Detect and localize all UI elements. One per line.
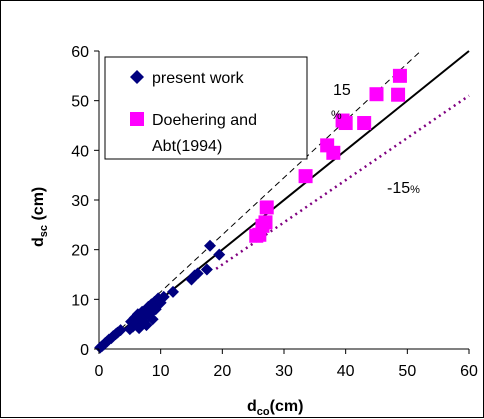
point-doehering	[298, 169, 313, 184]
y-tick-label: 20	[71, 243, 89, 260]
point-present-work	[204, 239, 216, 252]
x-axis-title-tail: (cm)	[270, 398, 304, 415]
y-tick-label: 60	[71, 44, 89, 61]
data-points	[94, 68, 407, 354]
point-doehering	[391, 87, 406, 102]
x-tick-label: 10	[152, 363, 170, 380]
minus15-percent: %	[410, 184, 420, 196]
x-tick-label: 30	[275, 363, 293, 380]
y-axis-title-tail: (cm)	[30, 187, 47, 225]
x-axis-title: dco(cm)	[247, 398, 303, 418]
x-tick-label: 20	[213, 363, 231, 380]
point-doehering	[357, 116, 372, 131]
point-present-work	[140, 319, 153, 332]
x-tick-label: 50	[398, 363, 416, 380]
plus15-label: 15	[333, 82, 351, 99]
y-tick-label: 40	[71, 143, 89, 160]
y-axis-title-sub: sc	[38, 225, 50, 237]
point-present-work	[200, 263, 213, 276]
y-tick-label: 10	[71, 292, 89, 309]
point-present-work	[114, 324, 127, 337]
minus15-value: -15	[387, 180, 410, 197]
y-axis-title: dsc (cm)	[30, 187, 50, 247]
point-doehering	[392, 68, 407, 83]
legend: present work Doehering and Abt(1994)	[104, 56, 308, 160]
x-axis-title-main: d	[247, 398, 257, 415]
y-tick-label: 50	[71, 94, 89, 111]
x-axis-title-sub: co	[257, 406, 270, 418]
legend-label-doehering-line2: Abt(1994)	[152, 138, 222, 155]
point-present-work	[167, 285, 179, 298]
plus15-percent-label: %	[331, 108, 342, 122]
x-tick-label: 0	[95, 363, 104, 380]
legend-marker-present	[130, 70, 144, 84]
legend-label-doehering-line1: Doehering and	[152, 112, 257, 129]
point-doehering	[326, 145, 341, 160]
legend-box	[104, 56, 308, 160]
point-doehering	[258, 215, 273, 230]
axis-ticks: 0 10 20 30 40 50 60 0 10 20 30 40 50 60	[71, 44, 478, 380]
minus15-label: -15%	[387, 180, 420, 197]
y-tick-label: 30	[71, 193, 89, 210]
point-present-work	[157, 290, 170, 303]
point-present-work	[213, 248, 226, 261]
y-axis-title-main: d	[30, 237, 47, 247]
x-tick-label: 40	[337, 363, 355, 380]
point-doehering	[259, 200, 274, 215]
point-present-work	[191, 267, 204, 280]
x-tick-label: 60	[460, 363, 478, 380]
point-doehering	[369, 87, 384, 102]
y-tick-label: 0	[80, 342, 89, 359]
legend-label-present: present work	[152, 70, 245, 87]
point-doehering	[338, 116, 353, 131]
legend-marker-doehering	[130, 112, 144, 126]
point-present-work	[146, 313, 159, 326]
